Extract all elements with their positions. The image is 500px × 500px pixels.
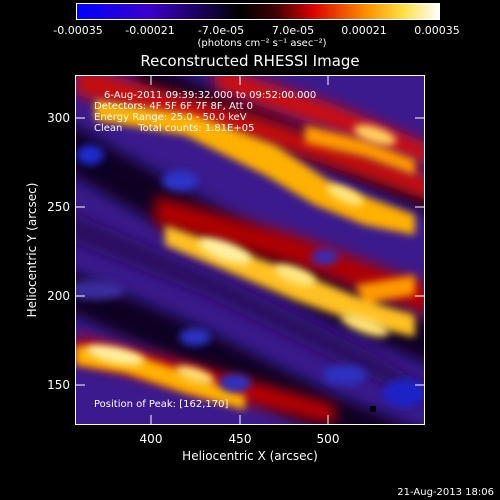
annotation-energy: Energy Range: 25.0 - 50.0 keV (94, 112, 247, 123)
annotation-time: 6-Aug-2011 09:39:32.000 to 09:52:00.000 (104, 90, 317, 101)
colorbar-gradient (77, 4, 439, 19)
colorbar-tick-label: -0.00021 (125, 24, 175, 37)
x-tick-label: 500 (316, 432, 340, 446)
x-axis-title: Heliocentric X (arcsec) (182, 449, 318, 463)
colorbar-tick-label: -0.00035 (53, 24, 103, 37)
annotation-peak: Position of Peak: [162,170] (94, 399, 229, 410)
x-tick-label: 400 (139, 432, 163, 446)
colorbar-tick-label: 0.00035 (414, 24, 460, 37)
plot-title: Reconstructed RHESSI Image (140, 52, 360, 70)
y-tick-label: 150 (47, 378, 70, 392)
annotation-clean: Clean Total counts: 1.81E+05 (94, 123, 255, 134)
rhessi-image (75, 75, 425, 425)
colorbar-tick-label: 0.00021 (341, 24, 387, 37)
plot-frame (75, 75, 425, 425)
footer-date: 21-Aug-2013 18:06 (397, 487, 494, 498)
y-tick-label: 250 (47, 200, 70, 214)
colorbar-units: (photons cm⁻² s⁻¹ asec⁻²) (197, 38, 327, 49)
peak-marker (370, 406, 376, 412)
y-axis-title: Heliocentric Y (arcsec) (25, 182, 39, 318)
colorbar-tick-label: -7.0e-05 (197, 24, 245, 37)
colorbar (76, 3, 440, 20)
y-tick-label: 300 (47, 111, 70, 125)
y-tick-label: 200 (47, 289, 70, 303)
colorbar-tick-label: 7.0e-05 (271, 24, 315, 37)
x-tick-label: 450 (228, 432, 252, 446)
annotation-detectors: Detectors: 4F 5F 6F 7F 8F, Att 0 (94, 101, 254, 112)
